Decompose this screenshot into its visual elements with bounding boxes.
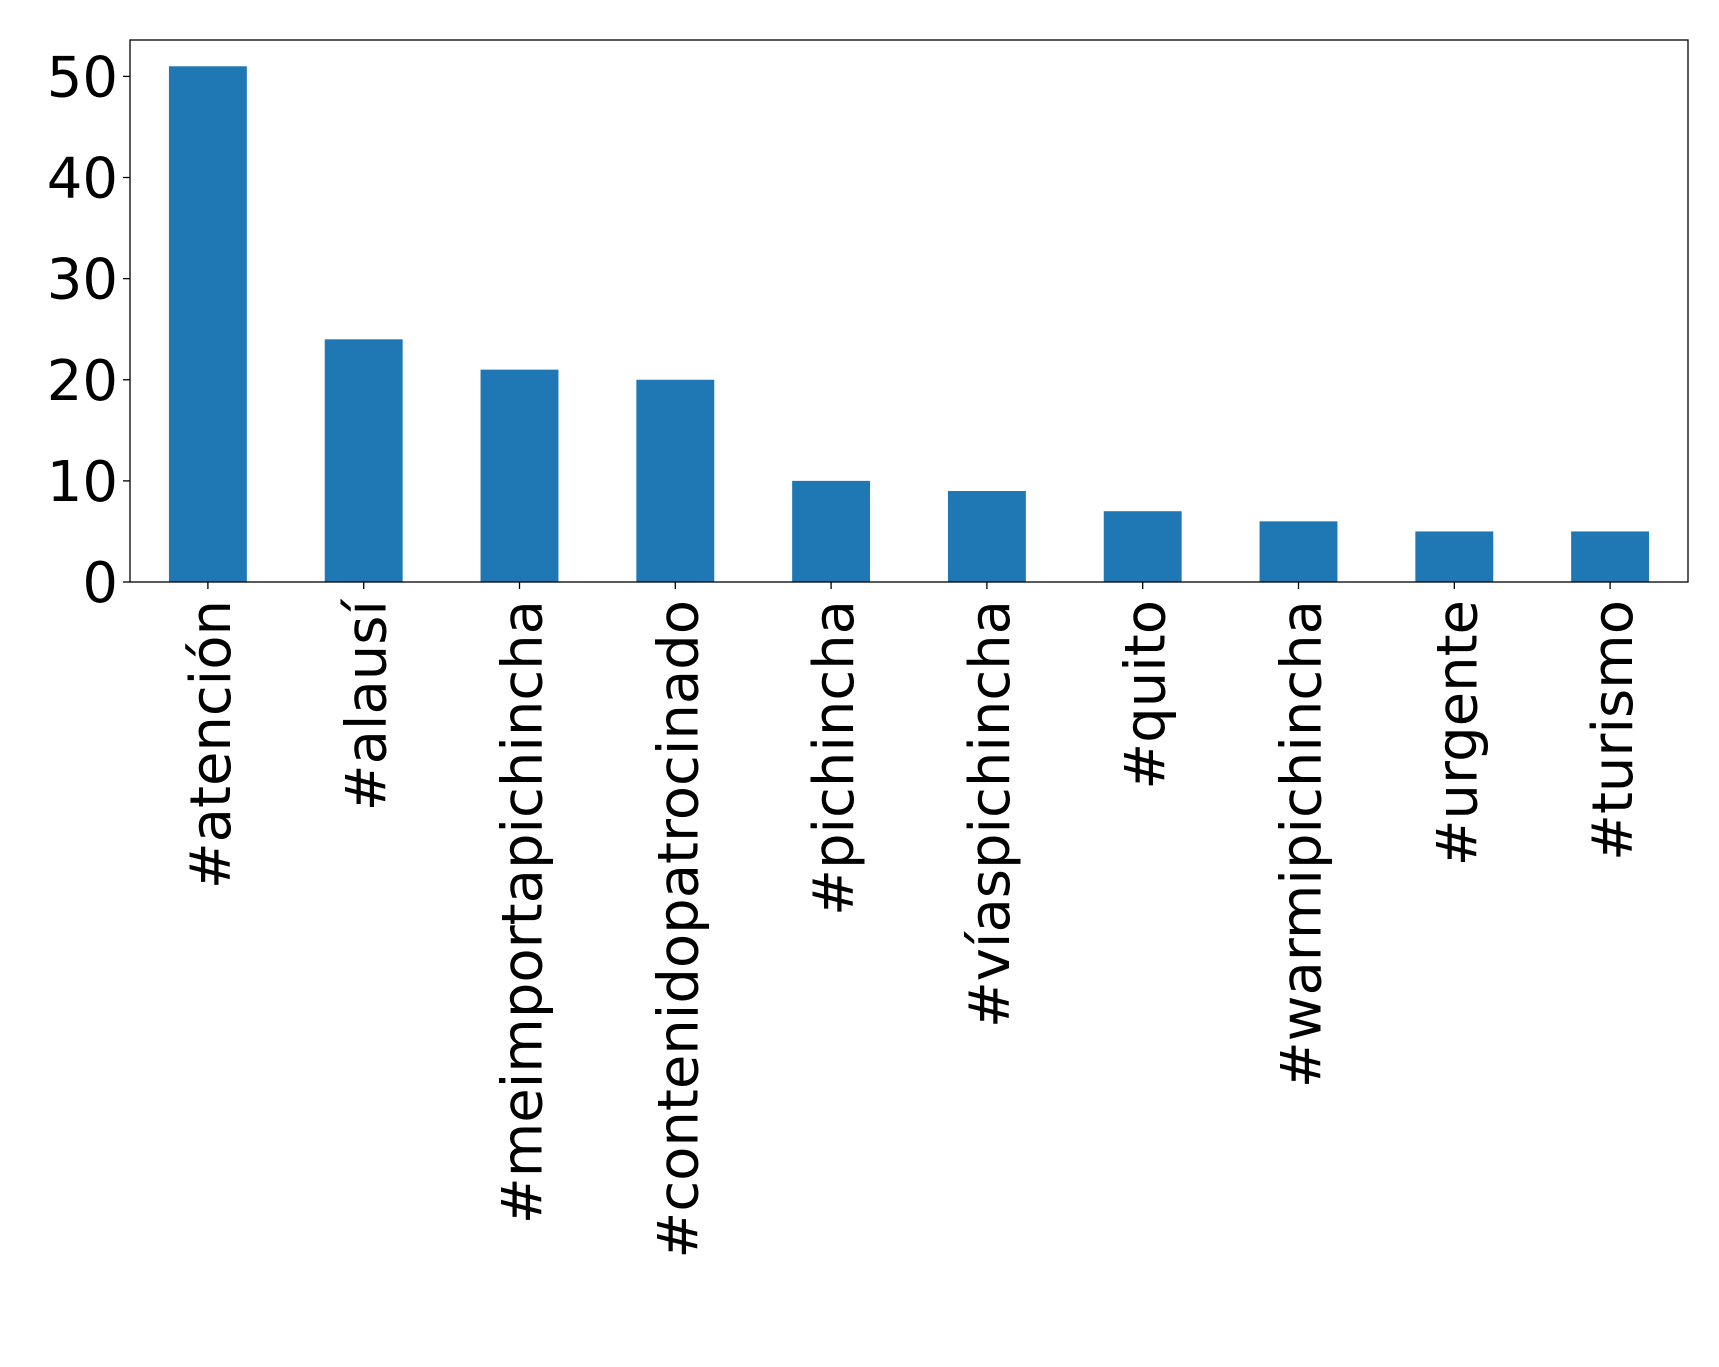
y-axis: 0 10 20 30 40 50 [47,45,130,616]
y-tick-label: 40 [47,147,118,212]
x-tick-label: #alausí [335,598,400,812]
y-tick-label: 10 [47,450,118,515]
bar-5 [947,490,1026,582]
bar-9 [1571,531,1650,582]
bars-layer [168,66,1650,583]
bar-0 [168,66,247,583]
x-tick-label: #contenidopatrocinado [646,600,711,1259]
y-tick-label: 30 [47,248,118,313]
bar-7 [1259,521,1338,582]
plot-frame [129,39,1689,583]
x-tick-label: #atención [179,600,244,889]
bar-1 [324,339,403,582]
bar-3 [636,379,715,582]
x-tick-label: #urgente [1425,600,1490,866]
bar-6 [1103,511,1182,582]
y-tick-label: 50 [47,45,118,110]
x-tick-label: #turismo [1581,600,1646,861]
x-tick-label: #meimportapichincha [491,600,556,1224]
y-tick-label: 0 [82,551,118,616]
x-tick-label: #pichincha [802,600,867,916]
y-tick-label: 20 [47,349,118,414]
bar-8 [1415,531,1494,582]
bar-4 [792,480,871,582]
x-tick-label: #víaspichincha [958,600,1023,1028]
bar-2 [480,369,559,582]
x-axis: #atención #alausí #meimportapichincha #cont… [179,582,1646,1259]
x-tick-label: #quito [1114,600,1179,790]
x-tick-label: #warmipichincha [1270,600,1335,1088]
